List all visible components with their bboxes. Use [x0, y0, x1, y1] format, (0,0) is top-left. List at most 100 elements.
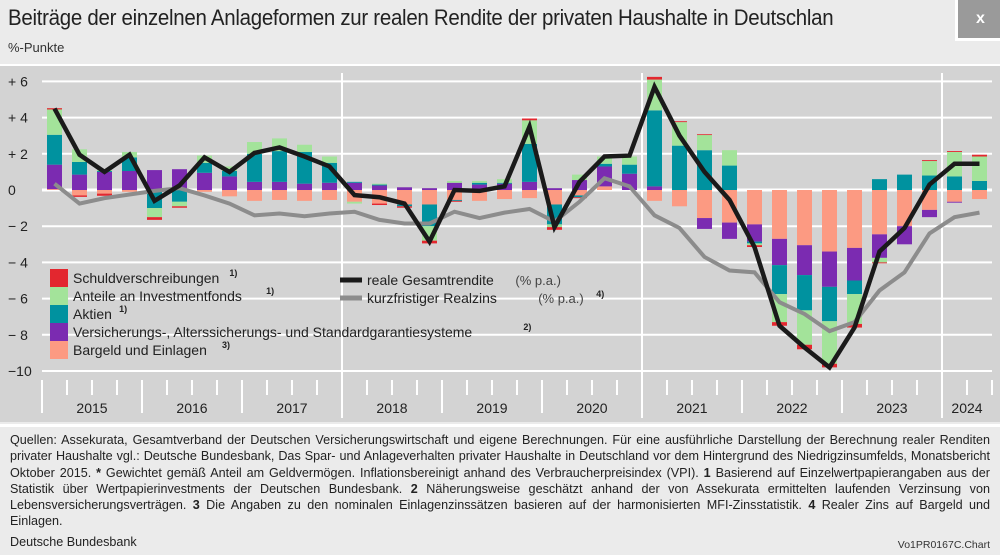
bar-segment-3: [247, 142, 262, 154]
bar-segment-3: [172, 201, 187, 207]
y-tick-label: − 2: [8, 218, 28, 234]
bar-segment-0: [972, 190, 987, 200]
bar-segment-0: [672, 190, 687, 207]
y-tick-label: − 6: [8, 291, 28, 307]
footnote-segment: Realer Zins auf Bargeld und Einlagen.: [10, 498, 991, 529]
bar-segment-3: [972, 156, 987, 181]
legend-footnote-ref: 3): [222, 340, 230, 350]
legend-label: Bargeld und Einlagen: [73, 342, 207, 358]
bar-segment-1: [772, 238, 787, 266]
bar-segment-0: [72, 190, 87, 196]
y-tick-label: − 4: [8, 254, 28, 270]
legend-footnote-ref: 1): [266, 286, 274, 296]
close-button[interactable]: x: [955, 0, 1000, 41]
bar-segment-1: [722, 222, 737, 239]
bar-segment-2: [472, 182, 487, 185]
x-year-label: 2016: [176, 400, 207, 416]
bar-segment-2: [447, 199, 462, 201]
bar-segment-3: [372, 183, 387, 185]
bar-segment-4: [572, 197, 587, 199]
legend-line-unit: (% p.a.): [515, 273, 561, 288]
bar-segment-0: [247, 190, 262, 201]
bar-segment-1: [647, 186, 662, 190]
bar-segment-4: [372, 203, 387, 206]
x-year-label: 2022: [776, 400, 807, 416]
bar-segment-2: [872, 179, 887, 190]
bar-segment-1: [47, 164, 62, 190]
bar-segment-1: [197, 172, 212, 190]
x-year-label: 2020: [576, 400, 607, 416]
x-year-label: 2017: [276, 400, 307, 416]
bar-segment-0: [472, 190, 487, 201]
bar-segment-1: [72, 174, 87, 190]
bar-segment-1: [122, 170, 137, 190]
bar-segment-2: [897, 174, 912, 190]
bar-segment-0: [747, 190, 762, 225]
bar-segment-0: [122, 190, 137, 192]
bar-segment-2: [272, 151, 287, 182]
bar-segment-0: [97, 190, 112, 194]
bar-segment-4: [972, 154, 987, 157]
bar-segment-2: [972, 180, 987, 190]
footnote-marker: 2: [410, 481, 418, 496]
legend-swatch: [50, 305, 68, 323]
bar-segment-3: [597, 156, 612, 164]
bar-segment-1: [797, 245, 812, 276]
bar-segment-0: [47, 189, 62, 190]
y-tick-label: 0: [8, 182, 16, 198]
bar-segment-0: [522, 190, 537, 199]
footnote-marker: *: [96, 465, 102, 480]
bar-segment-2: [372, 184, 387, 186]
bar-segment-1: [822, 251, 837, 287]
legend-footnote-ref: 1): [229, 268, 237, 278]
bar-segment-3: [222, 166, 237, 171]
bar-segment-1: [872, 234, 887, 258]
bar-segment-3: [472, 180, 487, 183]
bar-segment-1: [297, 183, 312, 190]
bar-segment-0: [697, 190, 712, 219]
footnote-marker: 4: [808, 498, 816, 513]
x-year-label: 2023: [876, 400, 907, 416]
chart-title: Beiträge der einzelnen Anlageformen zur …: [8, 5, 834, 30]
bar-segment-4: [72, 195, 87, 197]
footnote-marker: 3: [192, 498, 200, 513]
footnote-segment: Gewichtet gemäß Anteil am Geldvermögen. …: [101, 465, 704, 480]
legend-footnote-ref: 1): [119, 304, 127, 314]
bar-segment-3: [872, 257, 887, 263]
footnote-segment: Näherungsweise geschätzt anhand der von …: [10, 481, 990, 513]
legend-line-label: reale Gesamtrendite: [367, 272, 494, 288]
footnote-marker: 1: [703, 465, 711, 480]
bar-segment-1: [947, 201, 962, 203]
legend-label: Schuldverschreibungen: [73, 270, 219, 286]
bar-segment-2: [197, 162, 212, 173]
footnote-segment: Basierend auf Einzelwertpapierangaben au…: [10, 465, 990, 496]
footnotes: Quellen: Assekurata, Gesamtverband der D…: [0, 424, 1000, 555]
bar-segment-4: [447, 200, 462, 202]
bar-segment-4: [522, 118, 537, 121]
close-icon: x: [976, 10, 985, 27]
bar-segment-2: [522, 143, 537, 182]
bar-segment-0: [797, 190, 812, 246]
bar-segment-1: [447, 182, 462, 190]
x-year-label: 2021: [676, 400, 707, 416]
bar-segment-0: [322, 190, 337, 200]
bar-segment-0: [772, 190, 787, 239]
bar-segment-0: [197, 190, 212, 192]
bar-segment-1: [697, 218, 712, 229]
bar-segment-2: [597, 163, 612, 167]
bar-segment-2: [72, 161, 87, 175]
x-year-label: 2024: [951, 400, 982, 416]
bar-segment-2: [347, 181, 362, 183]
legend-line-label: kurzfristiger Realzins: [367, 290, 497, 306]
bar-segment-1: [222, 176, 237, 190]
y-axis-unit: %-Punkte: [8, 40, 65, 55]
bar-segment-3: [922, 161, 937, 176]
legend-label: Aktien: [73, 306, 112, 322]
bar-segment-3: [722, 150, 737, 166]
bar-segment-3: [322, 156, 337, 163]
legend-swatch: [50, 341, 68, 359]
bar-segment-0: [872, 190, 887, 235]
bar-segment-2: [822, 286, 837, 322]
footnote-segment: Quellen: Assekurata, Gesamtverband der D…: [10, 433, 990, 480]
bar-segment-1: [347, 182, 362, 190]
